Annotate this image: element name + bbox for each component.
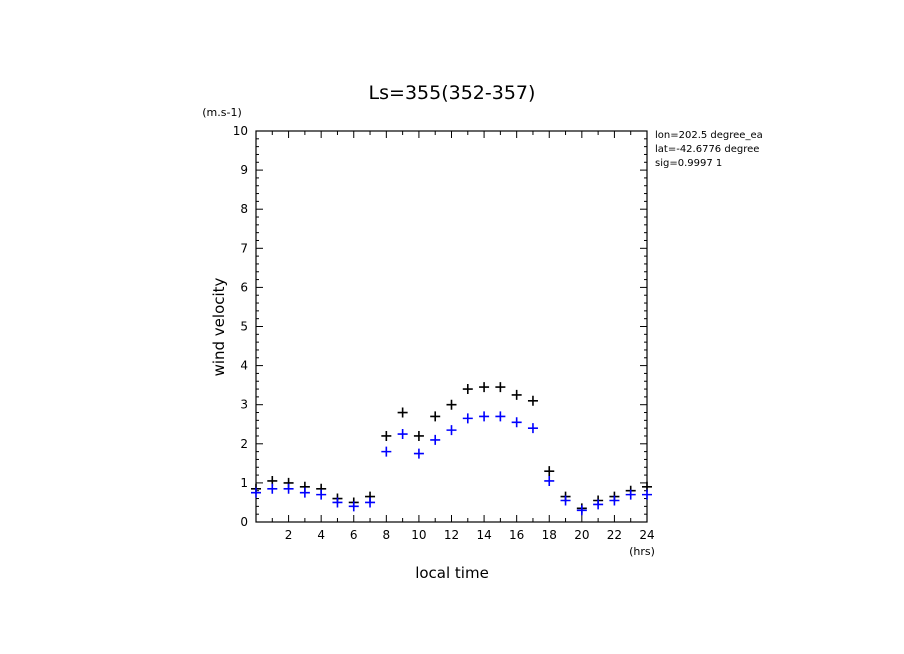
annotation-sig: sig=0.9997 1 xyxy=(655,158,722,169)
data-point xyxy=(283,483,294,494)
y-tick-label: 6 xyxy=(240,280,248,294)
chart-title: Ls=355(352-357) xyxy=(369,82,536,104)
data-point xyxy=(495,411,506,422)
data-point xyxy=(642,489,652,500)
x-axis-label: local time xyxy=(415,564,489,582)
data-point xyxy=(332,497,343,508)
data-point xyxy=(381,430,392,441)
data-point xyxy=(316,489,327,500)
x-tick-label: 14 xyxy=(476,528,491,542)
x-tick-label: 24 xyxy=(639,528,654,542)
data-point xyxy=(560,495,571,506)
data-point xyxy=(430,434,441,445)
data-point xyxy=(446,425,457,436)
x-tick-label: 12 xyxy=(444,528,459,542)
data-point xyxy=(299,487,310,498)
y-tick-label: 8 xyxy=(240,202,248,216)
data-point xyxy=(511,389,522,400)
data-point xyxy=(527,395,538,406)
x-tick-label: 4 xyxy=(317,528,325,542)
x-unit-label: (hrs) xyxy=(629,545,655,558)
y-tick-label: 4 xyxy=(240,359,248,373)
data-point xyxy=(413,430,424,441)
data-point xyxy=(462,413,473,424)
y-tick-label: 9 xyxy=(240,163,248,177)
data-point xyxy=(251,487,261,498)
data-point xyxy=(365,497,376,508)
data-point xyxy=(609,495,620,506)
y-axis-label: wind velocity xyxy=(210,277,228,376)
series-0 xyxy=(251,382,652,514)
data-point xyxy=(397,407,408,418)
data-point xyxy=(446,399,457,410)
data-point xyxy=(430,411,441,422)
data-point xyxy=(413,448,424,459)
data-point xyxy=(511,417,522,428)
y-tick-label: 1 xyxy=(240,476,248,490)
data-point xyxy=(397,429,408,440)
x-tick-label: 2 xyxy=(285,528,293,542)
annotation-lon: lon=202.5 degree_ea xyxy=(655,130,763,141)
data-markers xyxy=(251,382,652,516)
y-tick-label: 10 xyxy=(233,124,248,138)
data-point xyxy=(625,489,636,500)
x-tick-label: 20 xyxy=(574,528,589,542)
data-point xyxy=(381,446,392,457)
annotation-lat: lat=-42.6776 degree xyxy=(655,144,759,155)
data-point xyxy=(576,505,587,516)
x-tick-label: 16 xyxy=(509,528,524,542)
x-tick-label: 22 xyxy=(607,528,622,542)
data-point xyxy=(495,382,506,393)
axis-ticks xyxy=(255,130,648,523)
x-tick-label: 6 xyxy=(350,528,358,542)
x-tick-label: 10 xyxy=(411,528,426,542)
plot-frame xyxy=(255,130,648,523)
x-tick-label: 8 xyxy=(383,528,391,542)
data-point xyxy=(348,501,359,512)
y-tick-label: 0 xyxy=(240,515,248,529)
data-point xyxy=(462,384,473,395)
data-point xyxy=(479,411,490,422)
y-tick-label: 3 xyxy=(240,398,248,412)
data-point xyxy=(527,423,538,434)
data-point xyxy=(544,466,555,477)
y-unit-label: (m.s-1) xyxy=(202,106,242,119)
y-tick-label: 7 xyxy=(240,241,248,255)
y-tick-label: 5 xyxy=(240,320,248,334)
data-point xyxy=(593,499,604,510)
data-point xyxy=(267,483,278,494)
data-point xyxy=(479,382,490,393)
data-point xyxy=(544,475,555,486)
y-tick-label: 2 xyxy=(240,437,248,451)
series-1 xyxy=(251,411,652,516)
x-tick-label: 18 xyxy=(542,528,557,542)
